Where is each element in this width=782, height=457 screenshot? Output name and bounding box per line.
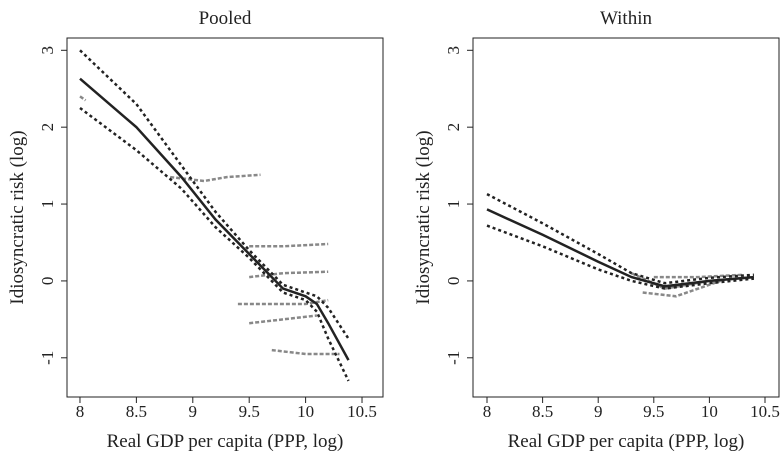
- chart-title: Within: [600, 8, 653, 29]
- y-tick-label: 2: [444, 123, 463, 132]
- series-line: [79, 49, 350, 340]
- y-tick-label: 1: [38, 200, 57, 209]
- series-line: [486, 208, 755, 288]
- plot-frame: [66, 37, 384, 398]
- x-tick-label: 10.5: [750, 402, 780, 421]
- x-tick-label: 8.5: [126, 402, 147, 421]
- series-line: [249, 270, 329, 279]
- chart-title: Pooled: [199, 8, 252, 29]
- series-line: [170, 173, 261, 183]
- y-tick-label: 0: [38, 277, 57, 286]
- series-line: [79, 77, 350, 361]
- y-tick-label: 1: [444, 200, 463, 209]
- series-line: [237, 298, 329, 306]
- x-tick-label: 9.5: [643, 402, 664, 421]
- series-line: [642, 279, 721, 298]
- y-tick-label: 0: [444, 277, 463, 286]
- series-line: [271, 348, 340, 356]
- panel: Within 8 8.5 9 9.5 10 10.5 -1 0 1 2 3 Real GDP per c…: [413, 8, 780, 452]
- series-line: [653, 273, 743, 279]
- y-tick-label: 3: [38, 46, 57, 55]
- x-tick-label: 10.5: [347, 402, 377, 421]
- series-line: [79, 95, 87, 102]
- y-tick-label: -1: [38, 351, 57, 365]
- series-line: [79, 106, 350, 382]
- series-line: [249, 314, 318, 325]
- x-tick-label: 8: [483, 402, 492, 421]
- plot-frame: [472, 37, 780, 398]
- y-axis-label: Idiosyncratic risk (log): [413, 130, 434, 304]
- x-tick-label: 8: [76, 402, 85, 421]
- y-tick-label: 2: [38, 123, 57, 132]
- x-tick-label: 9.5: [239, 402, 260, 421]
- x-tick-label: 10: [701, 402, 718, 421]
- panel: Pooled 8 8.5 9 9.5 10 10.5 -1 0 1 2 3 Real GDP per c…: [7, 8, 384, 452]
- x-tick-label: 8.5: [532, 402, 553, 421]
- y-tick-label: 3: [444, 46, 463, 55]
- series-line: [486, 192, 754, 285]
- y-tick-label: -1: [444, 351, 463, 365]
- x-axis-label: Real GDP per capita (PPP, log): [107, 431, 344, 452]
- x-tick-label: 9: [189, 402, 198, 421]
- x-tick-label: 10: [297, 402, 314, 421]
- y-axis-label: Idiosyncratic risk (log): [7, 130, 28, 304]
- series-line: [249, 242, 329, 248]
- series-line: [486, 224, 755, 290]
- x-tick-label: 9: [594, 402, 603, 421]
- x-axis-label: Real GDP per capita (PPP, log): [508, 431, 745, 452]
